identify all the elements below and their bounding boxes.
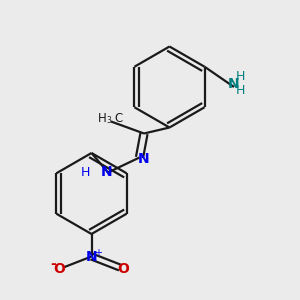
Text: 3: 3	[107, 116, 112, 125]
Text: H: H	[235, 70, 245, 83]
Text: N: N	[101, 166, 112, 179]
Text: O: O	[118, 262, 130, 276]
Text: H: H	[81, 166, 90, 179]
Text: H: H	[235, 83, 245, 97]
Text: -: -	[50, 257, 56, 271]
Text: +: +	[94, 248, 102, 259]
Text: N: N	[138, 152, 149, 166]
Text: H: H	[98, 112, 106, 125]
Text: C: C	[114, 112, 122, 125]
Text: N: N	[228, 77, 239, 91]
Text: N: N	[86, 250, 97, 264]
Text: O: O	[53, 262, 65, 276]
